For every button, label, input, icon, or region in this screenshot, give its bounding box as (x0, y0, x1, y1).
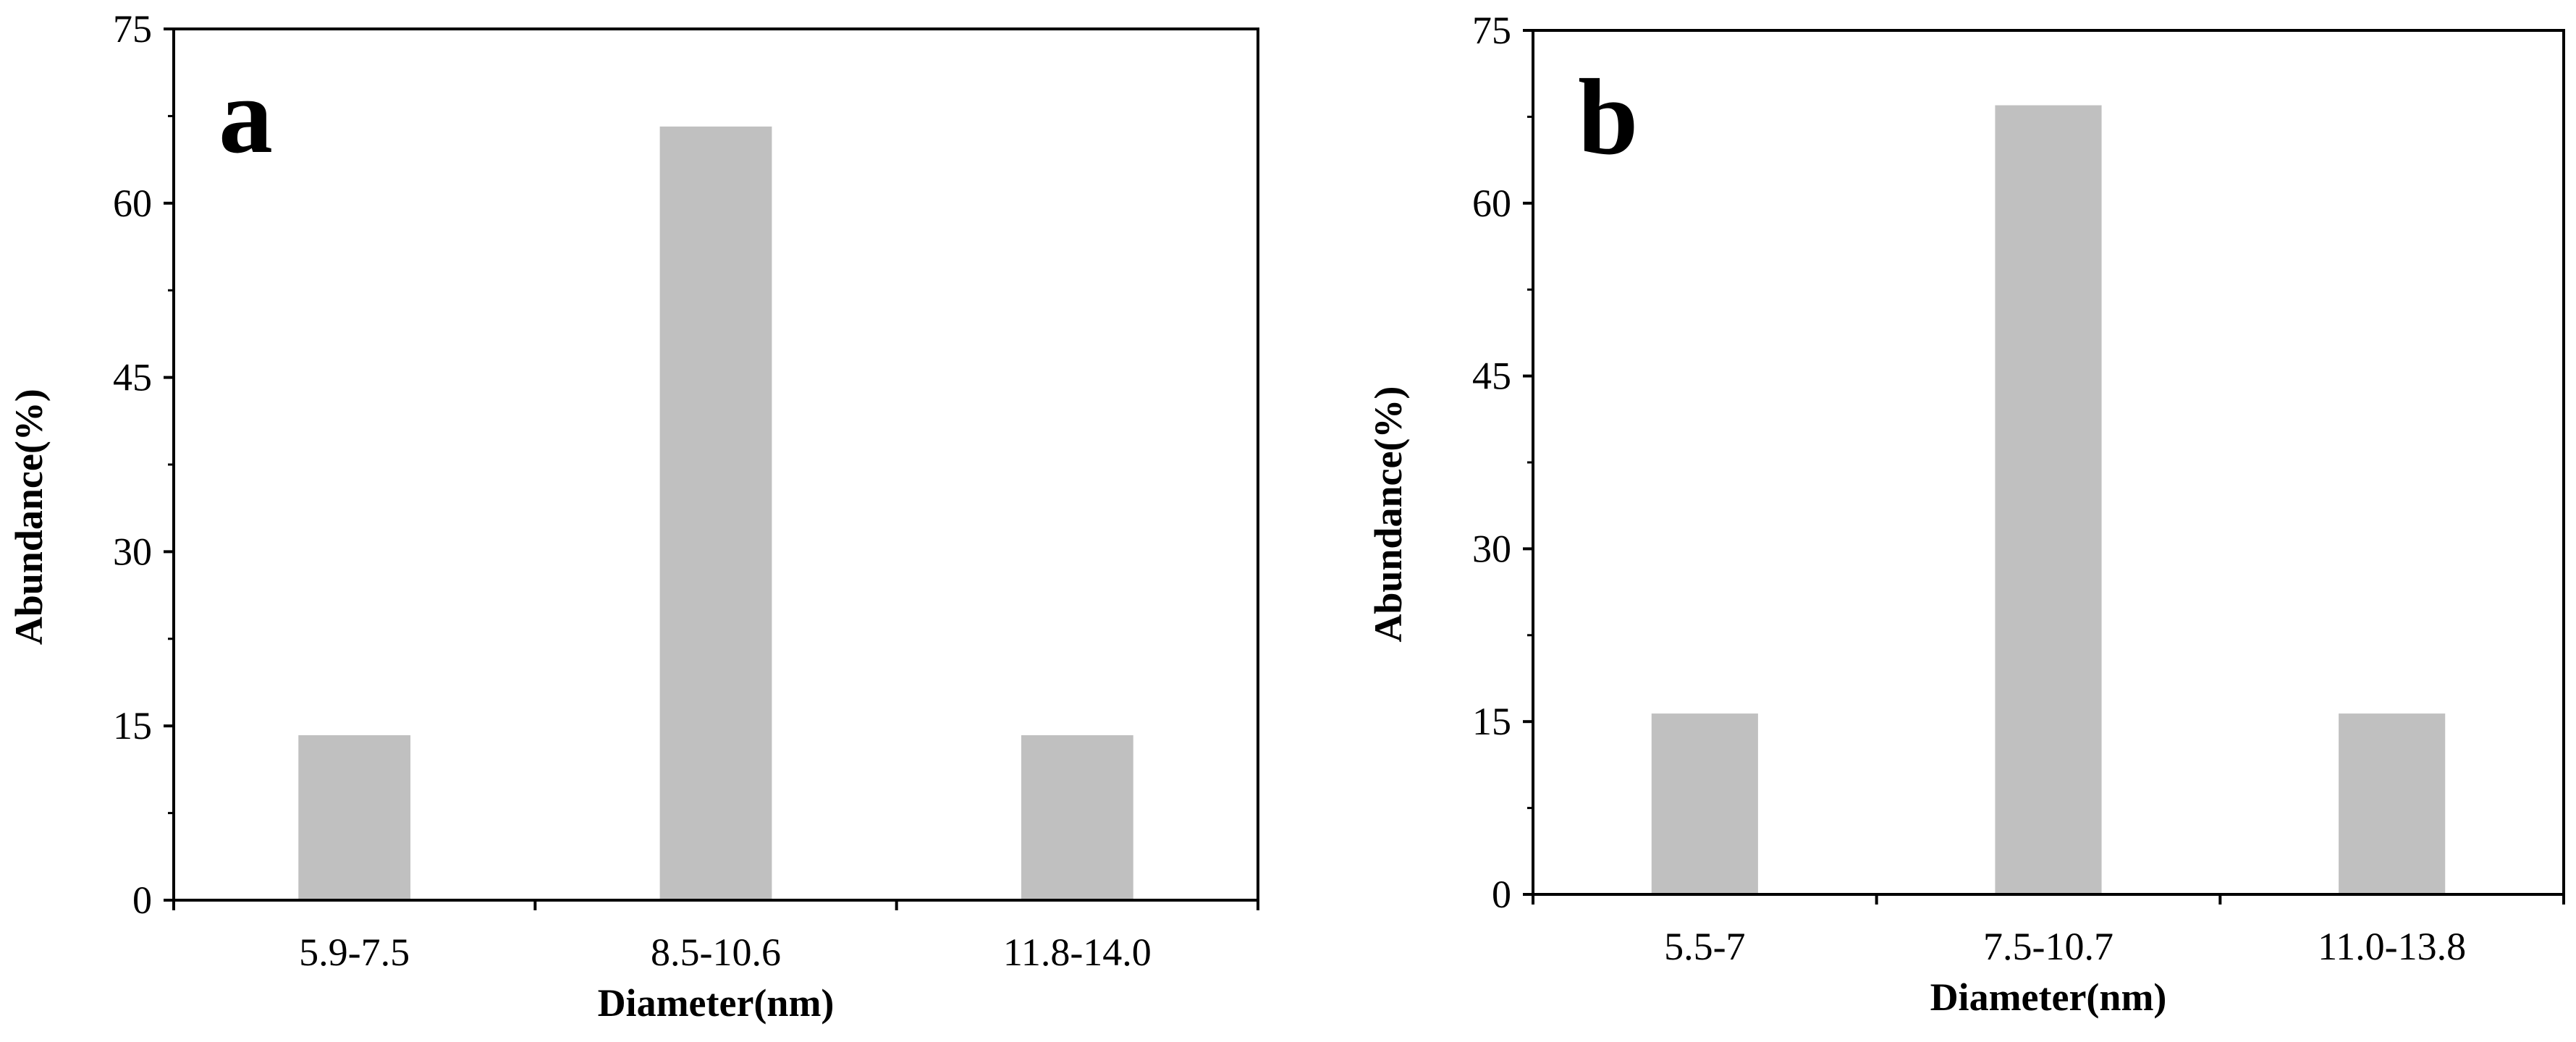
x-axis-title: Diameter(nm) (1930, 975, 2167, 1019)
y-tick-label: 0 (1492, 873, 1511, 916)
y-tick-label: 45 (113, 356, 152, 399)
bar-1 (1651, 713, 1758, 894)
y-tick-label: 30 (113, 530, 152, 573)
y-tick-label: 60 (113, 182, 152, 225)
bar-2 (659, 126, 772, 900)
panel-label: b (1578, 57, 1638, 177)
x-tick-label: 5.5-7 (1664, 925, 1745, 968)
bar-3 (2339, 713, 2446, 894)
x-tick-label: 8.5-10.6 (651, 931, 781, 974)
bar-1 (298, 735, 411, 900)
bar-2 (1995, 105, 2102, 895)
y-tick-label: 30 (1472, 527, 1511, 570)
x-tick-label: 5.9-7.5 (299, 931, 410, 974)
x-tick-label: 7.5-10.7 (1983, 925, 2113, 968)
y-tick-label: 75 (113, 7, 152, 51)
chart-panel-a: 0 15 30 45 60 75 5.9-7.5 8.5-10.6 11.8-14.0 Diame… (7, 7, 1259, 1025)
y-axis-title: Abundance(%) (7, 389, 51, 645)
panel-label: a (219, 56, 273, 176)
x-tick-label: 11.0-13.8 (2318, 925, 2466, 968)
y-tick-label: 45 (1472, 355, 1511, 398)
x-tick-label: 11.8-14.0 (1003, 931, 1152, 974)
y-tick-label: 60 (1472, 182, 1511, 225)
chart-panel-b: 0 15 30 45 60 75 5.5-7 7.5-10.7 11.0-13.8 Diamete… (1367, 9, 2565, 1019)
y-tick-label: 0 (132, 878, 152, 922)
y-axis-title: Abundance(%) (1367, 386, 1410, 643)
y-tick-label: 75 (1472, 9, 1511, 52)
y-tick-label: 15 (113, 704, 152, 747)
y-tick-label: 15 (1472, 700, 1511, 743)
x-axis-title: Diameter(nm) (598, 981, 835, 1025)
bar-3 (1021, 735, 1133, 900)
